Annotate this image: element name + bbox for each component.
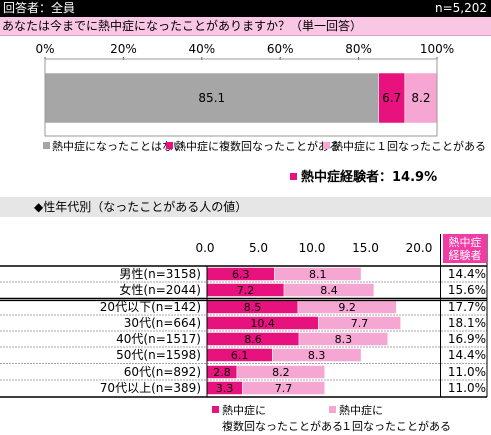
sample-size: n=5,202	[434, 1, 487, 15]
segment-category-label: 40代(n=1517)	[116, 332, 201, 346]
segment-bar	[298, 332, 389, 346]
segment-experienced-value: 14.4%	[448, 267, 486, 281]
segment-category-label: 60代(n=892)	[124, 365, 201, 379]
overall-legend-swatch	[323, 142, 330, 149]
segment-bar-value: 3.3	[216, 382, 234, 395]
segment-experienced-value: 18.1%	[448, 316, 486, 330]
segment-category-label: 50代(n=1598)	[116, 348, 201, 362]
overall-bar-segment	[378, 72, 406, 124]
overall-bar-value: 8.2	[411, 91, 430, 105]
segment-legend-label: 熱中症に	[339, 403, 383, 417]
overall-tick-label: 20%	[110, 42, 137, 56]
segment-legend-label: １回なったことがある	[341, 419, 451, 433]
overall-bar-value: 85.1	[198, 91, 225, 105]
overall-bar-segment	[404, 72, 438, 124]
summary-bullet-icon	[290, 173, 297, 180]
overall-tick-label: 0%	[35, 42, 54, 56]
respondents-label: 回答者：全員	[3, 1, 76, 15]
segment-bar	[318, 316, 401, 330]
segment-bar-value: 8.4	[320, 284, 338, 297]
segment-bar-value: 7.7	[275, 382, 293, 395]
segment-legend-swatch	[212, 406, 219, 413]
segment-bar-value: 10.4	[250, 317, 275, 330]
segment-bar	[242, 381, 325, 395]
segment-legend-label: 複数回なったことがある	[222, 419, 343, 433]
segment-bar	[283, 283, 375, 297]
segment-category-label: 20代以下(n=142)	[100, 300, 201, 314]
overall-legend-label: 熱中症になったことはない	[52, 139, 184, 153]
experienced-header: 熱中症 経験者	[443, 234, 487, 263]
segment-bar-value: 8.6	[244, 333, 262, 346]
segment-bar	[236, 365, 325, 379]
segment-bar	[272, 348, 362, 362]
summary: 熱中症経験者：14.9%	[290, 166, 437, 185]
segment-tick-label: 0.0	[195, 241, 214, 255]
overall-tick-label: 100%	[420, 42, 454, 56]
overall-tick-label: 60%	[267, 42, 294, 56]
question-text: あなたは今までに熱中症になったことがありますか？（単一回答）	[0, 17, 491, 36]
segment-category-label: 30代(n=664)	[124, 316, 201, 330]
header-bar: 回答者：全員 n=5,202	[0, 0, 491, 17]
segment-category-label: 70代以上(n=389)	[100, 381, 201, 395]
segment-tick-label: 5.0	[249, 241, 268, 255]
overall-legend-swatch	[43, 142, 50, 149]
overall-legend-label: 熱中症に１回なったことがある	[332, 139, 486, 153]
overall-bar-value: 6.7	[382, 91, 401, 105]
segment-bar-value: 8.5	[244, 301, 262, 314]
segment-experienced-value: 11.0%	[448, 365, 486, 379]
overall-legend-swatch	[166, 142, 173, 149]
segment-experienced-value: 14.4%	[448, 348, 486, 362]
segment-bar-value: 2.8	[213, 366, 231, 379]
segment-bar-value: 9.2	[338, 301, 356, 314]
segment-tick-label: 20.0	[406, 241, 433, 255]
overall-plot-frame	[44, 58, 438, 137]
segment-category-label: 男性(n=3158)	[119, 267, 201, 281]
segment-experienced-value: 11.0%	[448, 381, 486, 395]
experienced-header-line: 経験者	[448, 249, 482, 262]
segment-bar-value: 8.3	[335, 333, 353, 346]
segment-experienced-value: 16.9%	[448, 332, 486, 346]
segment-bar-value: 7.2	[237, 284, 255, 297]
segment-bar-value: 8.3	[308, 349, 326, 362]
segment-experienced-value: 17.7%	[448, 300, 486, 314]
overall-tick-label: 80%	[345, 42, 372, 56]
segment-tick-label: 15.0	[352, 241, 379, 255]
segment-bar-value: 8.2	[272, 366, 290, 379]
segment-legend-swatch	[329, 406, 336, 413]
segment-experienced-value: 15.6%	[448, 283, 486, 297]
segment-bar-value: 8.1	[309, 268, 327, 281]
segment-bar-value: 6.1	[231, 349, 249, 362]
segment-bar-value: 6.3	[232, 268, 250, 281]
overall-bar-segment	[44, 72, 379, 124]
overall-tick-label: 40%	[188, 42, 215, 56]
segment-legend-label: 熱中症に	[222, 403, 266, 417]
section-title: ◆性年代別（なったことがある人の値）	[0, 197, 491, 217]
experienced-header-line: 熱中症	[448, 236, 482, 249]
segment-bar	[274, 267, 362, 281]
segment-tick-label: 10.0	[299, 241, 326, 255]
segment-bar-value: 7.7	[351, 317, 369, 330]
overall-legend-label: 熱中症に複数回なったことがある	[175, 139, 340, 153]
summary-label: 熱中症経験者：14.9%	[301, 170, 438, 185]
segment-category-label: 女性(n=2044)	[119, 282, 201, 297]
